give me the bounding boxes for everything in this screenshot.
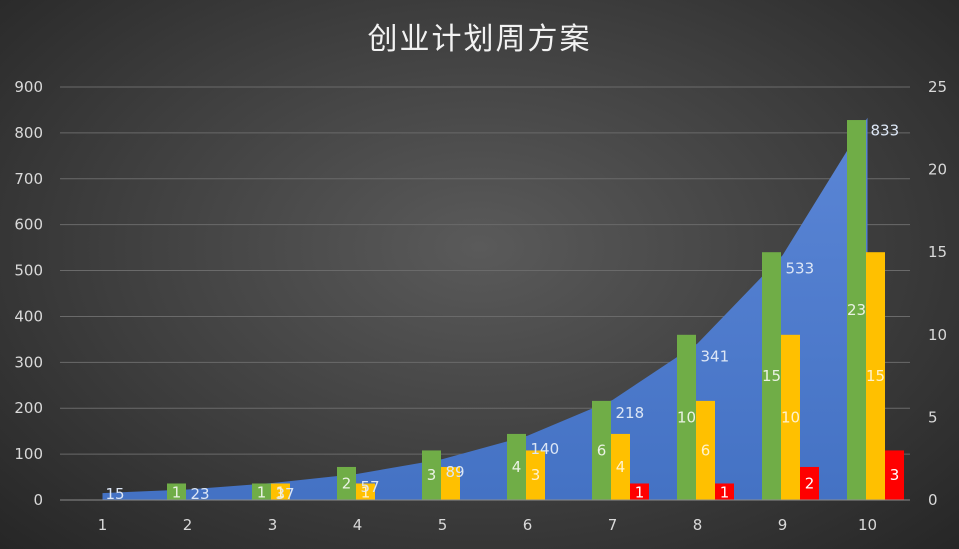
bar-data-label: 2 — [805, 474, 815, 492]
bar — [611, 433, 630, 500]
bar — [507, 433, 526, 500]
bar-data-label: 3 — [890, 466, 900, 484]
x-tick-label: 4 — [353, 516, 363, 534]
bar-data-label: 2 — [342, 474, 352, 492]
y-left-tick-label: 500 — [14, 262, 43, 280]
area-data-label: 15 — [106, 485, 125, 503]
bar-data-label: 6 — [597, 441, 607, 459]
bar — [441, 466, 460, 500]
area-data-label: 57 — [361, 478, 380, 496]
bar-data-label: 23 — [847, 301, 866, 319]
y-right-tick-label: 25 — [928, 78, 947, 96]
bar-data-label: 3 — [427, 466, 437, 484]
x-tick-label: 5 — [438, 516, 448, 534]
bar-data-label: 1 — [257, 483, 267, 501]
bar — [337, 466, 356, 500]
x-tick-label: 2 — [183, 516, 193, 534]
bar-data-label: 6 — [701, 441, 711, 459]
bar — [696, 400, 715, 500]
bar-data-label: 1 — [635, 483, 645, 501]
y-right-tick-label: 10 — [928, 326, 947, 344]
y-left-tick-label: 400 — [14, 307, 43, 325]
bar-data-label: 4 — [616, 458, 626, 476]
x-tick-label: 3 — [268, 516, 278, 534]
bar — [630, 483, 649, 500]
bar — [866, 252, 885, 500]
x-tick-label: 6 — [523, 516, 533, 534]
y-left-tick-label: 200 — [14, 399, 43, 417]
y-left-tick-label: 300 — [14, 353, 43, 371]
x-tick-label: 10 — [858, 516, 877, 534]
y-left-tick-label: 600 — [14, 216, 43, 234]
y-left-tick-label: 800 — [14, 124, 43, 142]
area-data-label: 341 — [701, 348, 730, 366]
area-data-label: 533 — [786, 259, 815, 277]
bar — [422, 450, 441, 500]
area-data-label: 89 — [446, 463, 465, 481]
y-left-tick-label: 0 — [33, 491, 43, 509]
bar — [885, 450, 904, 500]
bar-data-label: 4 — [512, 458, 522, 476]
bar-data-label: 1 — [361, 483, 371, 501]
x-tick-label: 1 — [98, 516, 108, 534]
bar-data-label: 10 — [677, 408, 696, 426]
area-data-label: 37 — [276, 485, 295, 503]
bar — [167, 483, 186, 500]
bar-data-label: 1 — [720, 483, 730, 501]
x-tick-label: 9 — [778, 516, 788, 534]
x-tick-label: 7 — [608, 516, 618, 534]
y-left-tick-label: 100 — [14, 445, 43, 463]
area-data-label: 833 — [871, 122, 900, 140]
bar-data-label: 10 — [781, 408, 800, 426]
bar — [715, 483, 734, 500]
bar — [762, 252, 781, 500]
y-left-tick-label: 700 — [14, 170, 43, 188]
area-data-label: 218 — [616, 404, 645, 422]
bar — [781, 334, 800, 500]
bar-data-label: 1 — [172, 483, 182, 501]
y-right-tick-label: 15 — [928, 243, 947, 261]
y-right-tick-label: 20 — [928, 161, 947, 179]
bar — [526, 450, 545, 500]
bar — [252, 483, 271, 500]
bar — [356, 483, 375, 500]
area-series — [102, 117, 868, 501]
bar — [271, 483, 290, 500]
bar-data-label: 15 — [866, 367, 885, 385]
chart-title: 创业计划周方案 — [367, 22, 592, 57]
bar-data-label: 1 — [276, 483, 286, 501]
area-data-label: 23 — [191, 485, 210, 503]
bar — [847, 120, 866, 500]
area-data-label: 140 — [531, 440, 560, 458]
bar-data-label: 3 — [531, 466, 541, 484]
bar — [677, 334, 696, 500]
y-left-tick-label: 900 — [14, 78, 43, 96]
bar-data-label: 15 — [762, 367, 781, 385]
bar — [592, 400, 611, 500]
bar — [800, 466, 819, 500]
x-tick-label: 8 — [693, 516, 703, 534]
y-right-tick-label: 5 — [928, 408, 938, 426]
y-right-tick-label: 0 — [928, 491, 938, 509]
